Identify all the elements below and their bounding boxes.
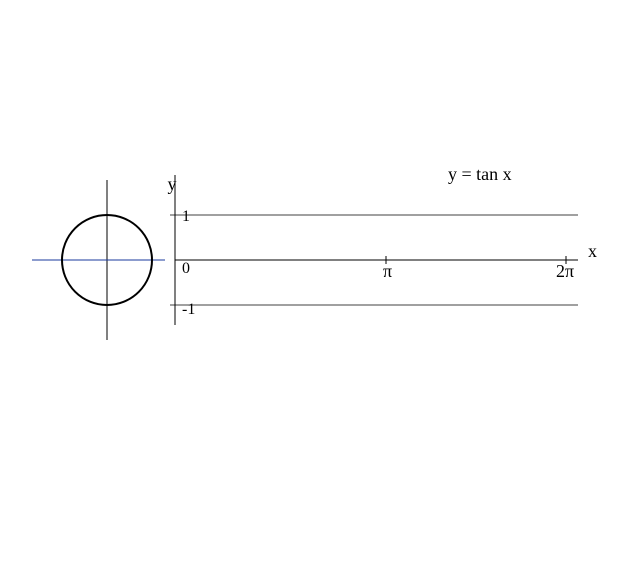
y-tick-label: 1 [182,208,190,225]
x-tick-label: π [383,261,392,281]
y-tick-label: 0 [182,260,190,277]
x-tick-label: 2π [556,261,574,281]
diagram-background [0,0,640,580]
x-axis-label: x [588,241,597,261]
function-title: y = tan x [448,164,512,184]
y-axis-label: y [168,174,177,194]
y-tick-label: -1 [182,301,195,318]
tan-unit-circle-diagram: y = tan x y x 1 0 -1 π 2π [0,0,640,580]
